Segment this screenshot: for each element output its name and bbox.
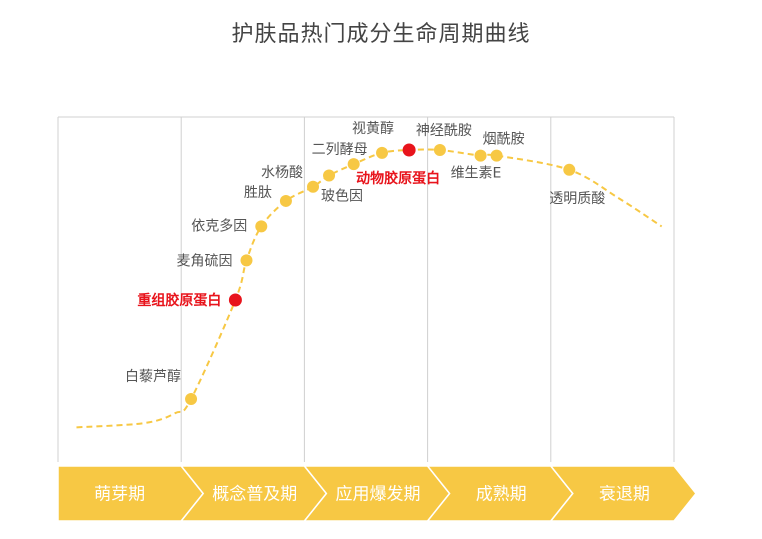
point-label: 烟酰胺 [483,132,525,148]
data-point [307,180,320,193]
point-label: 胜肽 [244,185,272,201]
point-label: 玻色因 [321,187,363,204]
stage-label: 衰退期 [599,485,650,505]
data-point [347,158,360,171]
point-label: 维生素E [451,166,502,182]
stage-chevron [549,465,697,522]
data-point [240,254,253,267]
point-label: 视黄醇 [352,120,394,137]
chart-title: 护肤品热门成分生命周期曲线 [231,22,531,47]
data-point [279,194,292,207]
data-point [563,163,576,176]
data-point [376,146,389,159]
data-point [323,169,336,182]
point-label: 依克多因 [191,217,247,234]
point-label: 神经酰胺 [416,123,472,139]
stage-label: 成熟期 [476,484,527,505]
data-point [185,393,198,406]
stage-label: 萌芽期 [94,485,145,505]
point-label: 麦角硫因 [176,253,232,269]
data-point [255,220,268,233]
stage-band: 萌芽期 概念普及期 应用爆发期 成熟期 衰退期 [57,465,697,522]
data-point [402,143,416,157]
point-label: 动物胶原蛋白 [356,170,440,187]
point-label: 透明质酸 [549,191,605,207]
point-label: 水杨酸 [261,165,303,181]
data-point [433,144,446,156]
stage-label: 应用爆发期 [336,485,421,505]
data-point [490,149,503,162]
data-point [474,149,487,162]
point-label: 白藜芦醇 [125,368,181,385]
stage-label: 概念普及期 [212,484,297,505]
point-label: 二列酵母 [312,142,368,158]
data-point [228,293,242,307]
grid-layer [57,116,675,462]
point-label: 重组胶原蛋白 [137,292,221,309]
